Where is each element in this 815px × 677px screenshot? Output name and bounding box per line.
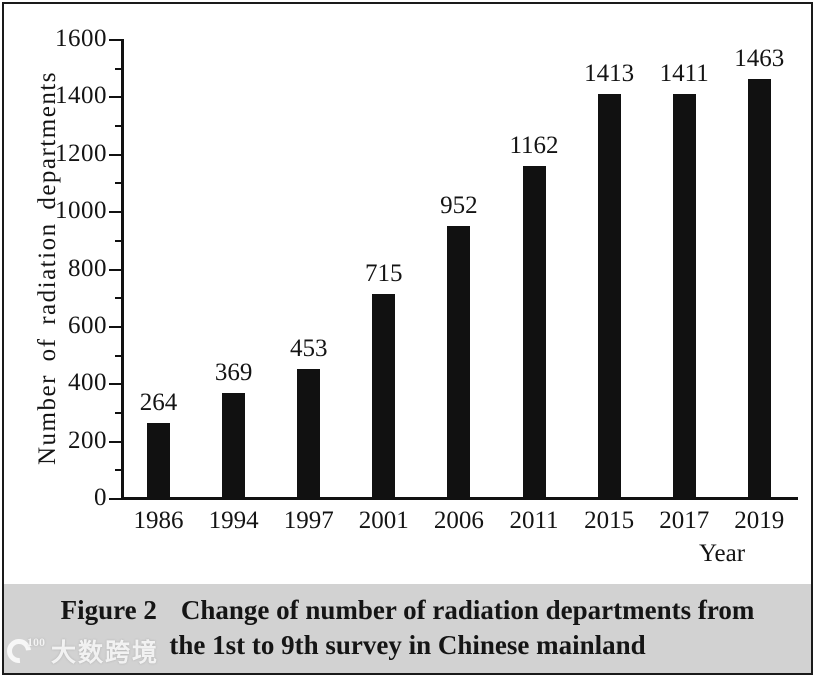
x-tick-label: 2015 — [584, 507, 635, 534]
y-minor-tick — [115, 354, 122, 357]
x-tick-label: 2011 — [509, 507, 559, 534]
x-tick-label: 1986 — [133, 507, 184, 534]
watermark-logo-superscript: 100 — [27, 634, 45, 649]
bar-value-label: 453 — [289, 335, 328, 363]
y-tick-label: 200 — [68, 426, 107, 454]
y-tick-label: 1200 — [55, 139, 107, 167]
x-tick-label: 2006 — [433, 507, 484, 534]
bar-value-label: 1463 — [734, 45, 785, 73]
bar-value-label: 715 — [365, 259, 403, 287]
bar-2001 — [372, 293, 396, 497]
y-tick-label: 1600 — [55, 25, 107, 52]
y-major-tick — [109, 39, 122, 41]
bar-2017 — [672, 94, 696, 497]
y-major-tick — [109, 383, 122, 386]
bar-value-label: 1413 — [584, 59, 635, 87]
y-minor-tick — [115, 239, 122, 242]
bar-2006 — [447, 225, 471, 497]
x-tick-label: 2001 — [358, 507, 409, 534]
bar-1994 — [222, 393, 246, 497]
y-major-tick — [109, 96, 122, 99]
figure-caption-line1: Figure 2 Change of number of radiation de… — [4, 593, 811, 628]
bar-1986 — [147, 423, 170, 497]
y-major-tick — [109, 268, 122, 271]
y-tick-label: 400 — [68, 369, 107, 397]
y-major-tick — [109, 498, 122, 500]
x-tick-label: 2017 — [659, 507, 710, 534]
y-major-tick — [109, 211, 122, 214]
bar-1997 — [297, 369, 321, 497]
x-tick-label: 1994 — [208, 507, 259, 534]
y-tick-label: 1400 — [55, 82, 107, 110]
x-tick-label: 2019 — [734, 507, 785, 534]
y-minor-tick — [115, 469, 122, 472]
bar-value-label: 1162 — [509, 131, 559, 159]
y-tick-label: 800 — [68, 254, 107, 282]
x-axis-title: Year — [698, 540, 746, 567]
figure-label: Figure 2 — [60, 595, 157, 625]
x-tick-label: 1997 — [283, 507, 334, 534]
bar-value-label: 1411 — [659, 60, 709, 88]
bar-2011 — [522, 165, 546, 497]
bar-value-label: 952 — [440, 191, 478, 219]
figure-caption-text1: Change of number of radiation department… — [180, 595, 755, 625]
y-major-tick — [109, 325, 122, 328]
y-minor-tick — [115, 67, 122, 70]
y-tick-label: 600 — [68, 311, 107, 339]
bar-2019 — [747, 79, 771, 497]
y-minor-tick — [115, 297, 122, 300]
figure-caption-line2: the 1st to 9th survey in Chinese mainlan… — [169, 630, 646, 660]
y-major-tick — [109, 440, 122, 443]
y-minor-tick — [115, 125, 122, 128]
y-minor-tick — [115, 411, 122, 414]
bar-value-label: 369 — [214, 359, 253, 387]
figure-caption: Figure 2 Change of number of radiation de… — [4, 584, 811, 673]
watermark-text: 大数跨境 — [51, 640, 160, 667]
y-tick-label: 1000 — [55, 197, 107, 225]
y-axis-line — [121, 39, 124, 500]
y-tick-label: 0 — [94, 484, 107, 511]
watermark: 100 大数跨境 — [2, 633, 160, 669]
bar-value-label: 264 — [139, 389, 178, 417]
y-major-tick — [109, 153, 122, 156]
x-axis-line — [121, 497, 798, 500]
y-minor-tick — [115, 182, 122, 185]
bar-2015 — [597, 93, 621, 497]
